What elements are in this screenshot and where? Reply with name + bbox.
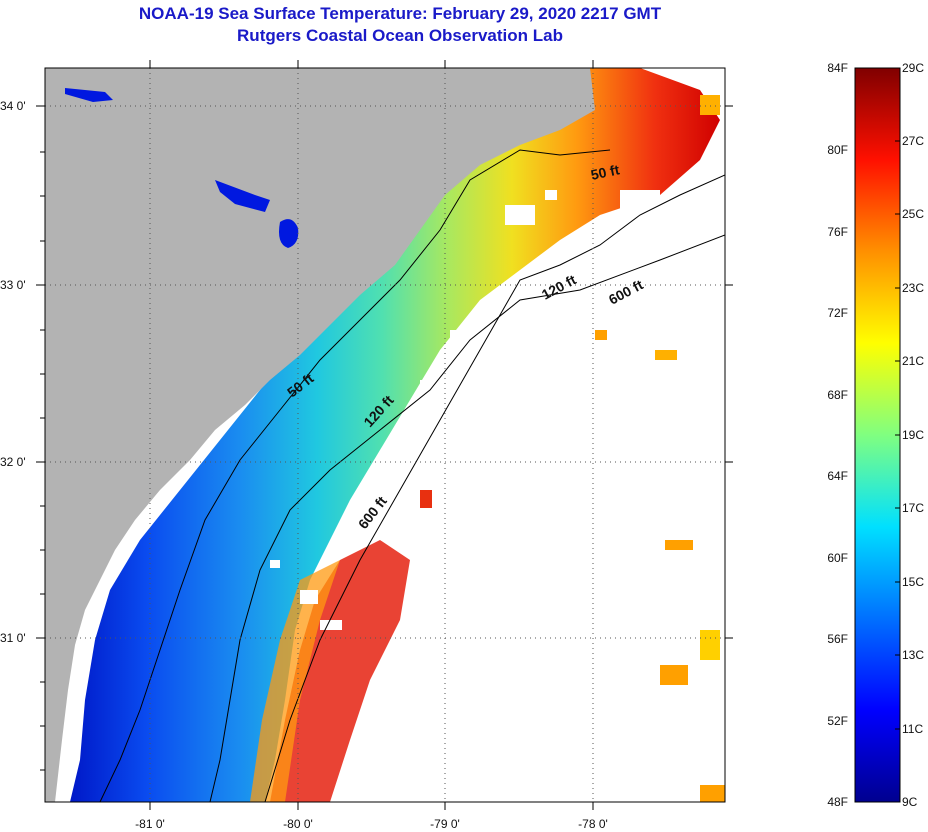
offshore-pixels [420,95,725,802]
colorbar-f-label: 68F [827,388,848,402]
colorbar-f-label: 76F [827,225,848,239]
colorbar-f-label: 48F [827,795,848,809]
colorbar-c-label: 27C [902,134,924,148]
depth-label: 50 ft [589,161,621,183]
contour-120ft [209,234,725,802]
lat-label: 31 0' [0,631,26,645]
inland-river [215,180,270,212]
colorbar-c-label: 21C [902,354,924,368]
map-title: NOAA-19 Sea Surface Temperature: Februar… [138,4,662,23]
lat-label: 34 0' [0,99,26,113]
inland-sound [65,88,113,102]
colorbar-c-label: 13C [902,648,924,662]
colorbar-c-label: 25C [902,207,924,221]
colorbar-f-label: 80F [827,143,848,157]
colorbar-f-label: 52F [827,714,848,728]
warm-margin [250,560,340,802]
colorbar-c-label: 17C [902,501,924,515]
colorbar-fahrenheit-labels: 84F 80F 76F 72F 68F 64F 60F 56F 52F 48F [827,61,848,809]
lon-label: -78 0' [578,817,608,831]
map-frame [44,67,726,803]
colorbar-f-label: 60F [827,551,848,565]
colorbar-celsius-labels: 29C 27C 25C 23C 21C 19C 17C 15C 13C 11C … [902,61,924,809]
colorbar-c-label: 15C [902,575,924,589]
lat-label: 32 0' [0,455,26,469]
map-subtitle: Rutgers Coastal Ocean Observation Lab [237,26,563,45]
colorbar [854,67,901,803]
colorbar-c-label: 9C [902,795,918,809]
colorbar-c-label: 19C [902,428,924,442]
warm-core [270,540,410,802]
depth-contours [99,149,725,802]
contour-600ft [264,174,725,802]
axis-ticks [36,60,733,810]
cloud-speckle [270,190,660,630]
lon-label: -79 0' [430,817,460,831]
graticule [45,68,725,802]
latitude-axis: 34 0' 33 0' 32 0' 31 0' [0,99,26,645]
lon-label: -80 0' [283,817,313,831]
colorbar-f-label: 64F [827,469,848,483]
colorbar-f-label: 72F [827,306,848,320]
colorbar-c-label: 29C [902,61,924,75]
inland-lake [279,219,299,248]
lon-label: -81 0' [135,817,165,831]
colorbar-ticks [895,140,900,730]
colorbar-f-label: 56F [827,632,848,646]
colorbar-c-label: 11C [902,722,923,736]
colorbar-f-label: 84F [827,61,848,75]
colorbar-c-label: 23C [902,281,924,295]
land [45,68,595,802]
longitude-axis: -81 0' -80 0' -79 0' -78 0' [135,817,608,831]
contour-50ft [99,149,611,802]
sst-field [70,68,720,802]
lat-label: 33 0' [0,278,26,292]
